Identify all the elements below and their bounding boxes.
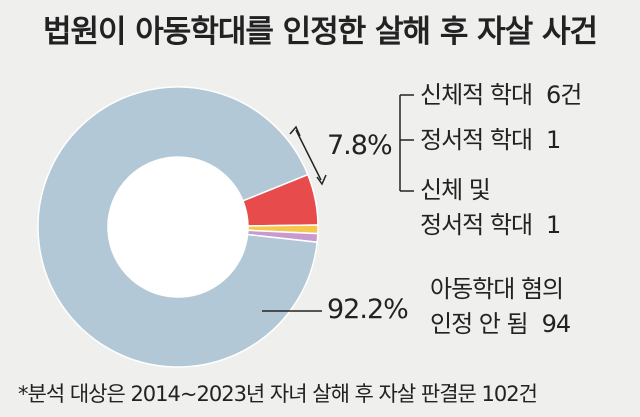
label-emotional-abuse: 정서적 학대 1 [420,123,561,158]
group-percent-label: 7.8% [327,130,393,161]
donut-hole [108,157,248,297]
label-emotional-abuse-value: 1 [546,126,561,154]
label-both-abuse-value: 1 [546,211,561,239]
label-both-abuse-line1: 신체 및 [420,176,491,204]
label-not-recognized: 아동학대 혐의 인정 안 됨 94 [430,272,572,342]
footnote: *분석 대상은 2014~2023년 자녀 살해 후 자살 판결문 102건 [18,382,538,406]
group-bracket [295,129,322,181]
label-both-abuse: 신체 및 정서적 학대 1 [420,173,561,243]
label-physical-abuse-value: 6건 [546,81,582,109]
label-physical-abuse: 신체적 학대 6건 [420,78,582,113]
label-not-recognized-value: 94 [541,310,572,338]
label-physical-abuse-text: 신체적 학대 [420,81,533,109]
bracket-arrow-top [289,125,301,137]
chart-title: 법원이 아동학대를 인정한 살해 후 자살 사건 [42,14,598,50]
percent-label-not-recognized: 92.2% [327,294,409,325]
bracket-arrow-bottom [316,174,327,186]
label-emotional-abuse-text: 정서적 학대 [420,126,533,154]
label-both-abuse-line2: 정서적 학대 [420,211,533,239]
label-not-recognized-line2: 인정 안 됨 [430,310,529,338]
label-not-recognized-line1: 아동학대 혐의 [430,275,564,303]
